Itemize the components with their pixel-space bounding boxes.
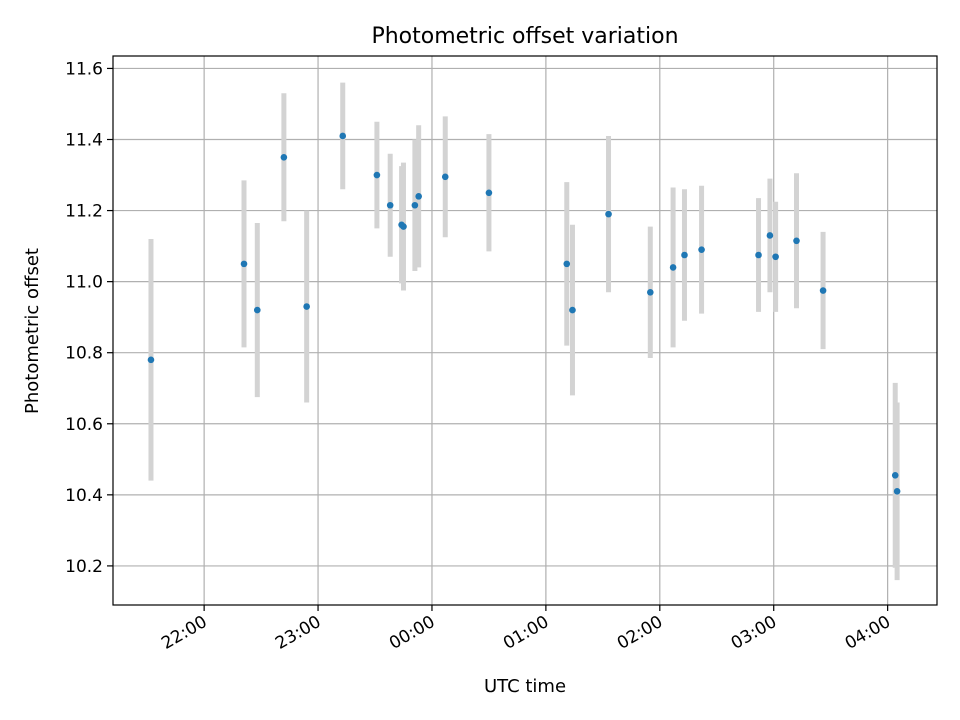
data-point	[819, 287, 827, 294]
chart-title: Photometric offset variation	[371, 24, 678, 49]
y-tick-label: 10.2	[65, 557, 103, 577]
data-point	[280, 153, 288, 161]
data-point	[339, 132, 347, 140]
x-tick-label: 22:00	[158, 612, 210, 654]
data-points	[147, 132, 901, 495]
data-point	[772, 253, 779, 261]
data-point	[441, 173, 449, 181]
data-point	[411, 201, 419, 209]
data-point	[485, 189, 493, 197]
y-tick-label: 11.4	[65, 131, 103, 151]
grid	[113, 56, 937, 605]
x-tick-label: 04:00	[842, 612, 894, 654]
data-point	[373, 171, 381, 179]
data-point	[386, 201, 394, 209]
data-point	[681, 251, 688, 259]
x-tick-label: 02:00	[614, 612, 666, 654]
data-point	[400, 223, 407, 230]
data-point	[240, 260, 248, 268]
data-point	[766, 232, 774, 239]
x-axis-label: UTC time	[484, 676, 566, 697]
y-tick-label: 10.4	[65, 486, 103, 506]
x-tick-label: 03:00	[728, 612, 780, 654]
data-point	[605, 210, 612, 218]
data-point	[415, 193, 422, 200]
y-tick-label: 10.8	[65, 344, 103, 364]
x-tick-label: 01:00	[500, 612, 552, 654]
x-tick-label: 00:00	[386, 612, 438, 654]
data-point	[891, 472, 899, 479]
data-point	[303, 303, 310, 310]
axis-ticks: 10.2 10.4 10.6 10.8 11.0 11.2 11.4 11.6 22:00 23:…	[65, 59, 894, 653]
y-tick-label: 11.0	[65, 273, 103, 293]
data-point	[563, 260, 571, 268]
y-tick-label: 10.6	[65, 415, 103, 435]
data-point	[253, 306, 261, 314]
data-point	[793, 237, 800, 245]
plot-frame	[112, 55, 938, 606]
x-tick-label: 23:00	[272, 612, 324, 654]
data-point	[669, 264, 677, 271]
data-point	[569, 306, 576, 314]
data-point	[755, 251, 762, 259]
y-tick-label: 11.6	[65, 59, 103, 79]
y-tick-label: 11.2	[65, 202, 103, 222]
data-point	[698, 246, 705, 253]
y-axis-label: Photometric offset	[22, 248, 43, 414]
data-point	[147, 356, 155, 364]
error-bars	[148, 82, 900, 581]
data-point	[647, 289, 654, 296]
data-point	[893, 487, 901, 495]
